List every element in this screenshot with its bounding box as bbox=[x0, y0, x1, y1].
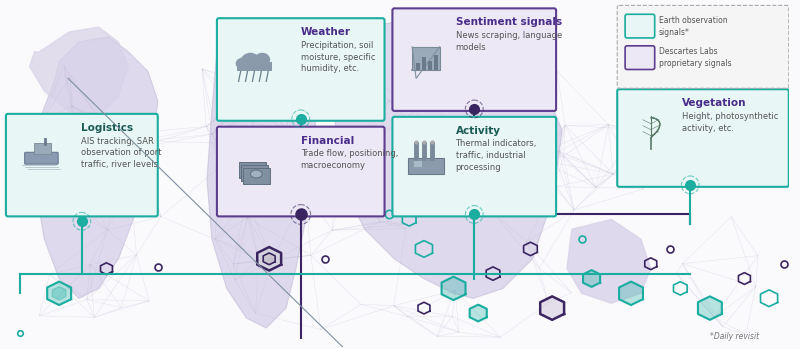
Polygon shape bbox=[52, 287, 66, 300]
Polygon shape bbox=[335, 22, 562, 298]
FancyBboxPatch shape bbox=[625, 46, 654, 69]
FancyBboxPatch shape bbox=[618, 5, 789, 88]
Polygon shape bbox=[207, 42, 315, 328]
Bar bbox=[414, 161, 422, 167]
FancyBboxPatch shape bbox=[393, 8, 556, 111]
Polygon shape bbox=[583, 270, 600, 287]
Polygon shape bbox=[540, 296, 564, 320]
Polygon shape bbox=[30, 27, 128, 116]
Bar bbox=[241, 165, 268, 181]
Text: Trade flow, positioning,
macroeconomy: Trade flow, positioning, macroeconomy bbox=[301, 149, 398, 170]
Text: Activity: Activity bbox=[455, 126, 501, 136]
Text: Vegetation: Vegetation bbox=[682, 98, 746, 108]
Bar bbox=[237, 62, 272, 72]
Polygon shape bbox=[258, 247, 281, 270]
Polygon shape bbox=[47, 282, 71, 305]
Text: Weather: Weather bbox=[301, 27, 350, 37]
Bar bbox=[34, 143, 51, 154]
Text: *Daily revisit: *Daily revisit bbox=[710, 332, 759, 341]
FancyBboxPatch shape bbox=[25, 152, 58, 164]
Text: Descartes Labs
proprietary signals: Descartes Labs proprietary signals bbox=[658, 47, 731, 68]
Bar bbox=[242, 168, 270, 184]
Bar bbox=[428, 61, 432, 70]
Text: Sentiment signals: Sentiment signals bbox=[455, 17, 562, 27]
Bar bbox=[434, 55, 438, 70]
Bar bbox=[238, 162, 266, 178]
Polygon shape bbox=[34, 37, 158, 298]
Polygon shape bbox=[470, 305, 486, 321]
Ellipse shape bbox=[241, 53, 260, 70]
Text: Logistics: Logistics bbox=[81, 123, 133, 133]
Ellipse shape bbox=[254, 53, 270, 67]
Polygon shape bbox=[698, 296, 722, 320]
FancyBboxPatch shape bbox=[217, 18, 385, 121]
Bar bbox=[408, 158, 444, 174]
Ellipse shape bbox=[236, 58, 250, 69]
Polygon shape bbox=[650, 118, 660, 138]
Bar bbox=[416, 62, 420, 70]
Polygon shape bbox=[442, 277, 466, 300]
Text: Height, photosynthetic
activity, etc.: Height, photosynthetic activity, etc. bbox=[682, 112, 778, 133]
FancyBboxPatch shape bbox=[6, 114, 158, 216]
FancyBboxPatch shape bbox=[393, 117, 556, 216]
Text: Financial: Financial bbox=[301, 135, 354, 146]
Text: Thermal indicators,
traffic, industrial
processing: Thermal indicators, traffic, industrial … bbox=[455, 140, 537, 172]
Ellipse shape bbox=[250, 170, 262, 178]
FancyBboxPatch shape bbox=[618, 89, 789, 187]
Polygon shape bbox=[567, 220, 650, 303]
Text: AIS tracking, SAR
observation of port
traffic, river levels: AIS tracking, SAR observation of port tr… bbox=[81, 136, 162, 169]
FancyBboxPatch shape bbox=[217, 127, 385, 216]
Text: Precipitation, soil
moisture, specific
humidity, etc.: Precipitation, soil moisture, specific h… bbox=[301, 41, 375, 74]
Polygon shape bbox=[619, 282, 643, 305]
Bar bbox=[422, 57, 426, 70]
Polygon shape bbox=[263, 253, 275, 265]
Bar bbox=[412, 47, 440, 70]
Text: Earth observation
signals*: Earth observation signals* bbox=[658, 16, 727, 37]
FancyBboxPatch shape bbox=[625, 14, 654, 38]
Text: News scraping, language
models: News scraping, language models bbox=[455, 31, 562, 52]
